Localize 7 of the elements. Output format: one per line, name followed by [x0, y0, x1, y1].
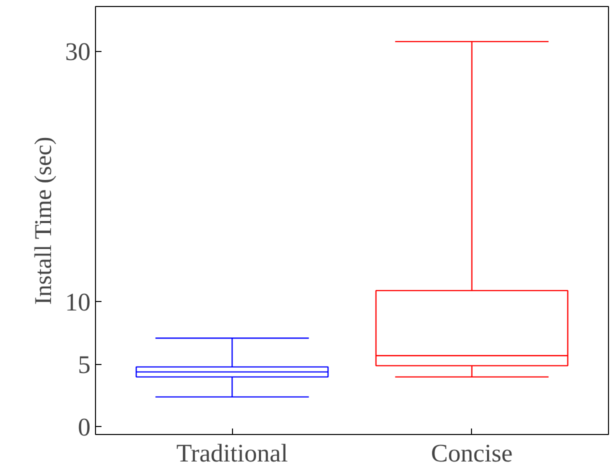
y-tick-label: 10: [65, 288, 90, 316]
y-axis-title: Install Time (sec): [31, 136, 58, 305]
x-tick-label: Concise: [431, 440, 513, 468]
x-tick-label: Traditional: [176, 440, 288, 468]
y-tick-label: 5: [78, 350, 91, 379]
y-tick-label: 0: [78, 413, 91, 442]
y-tick-label: 30: [65, 38, 90, 66]
